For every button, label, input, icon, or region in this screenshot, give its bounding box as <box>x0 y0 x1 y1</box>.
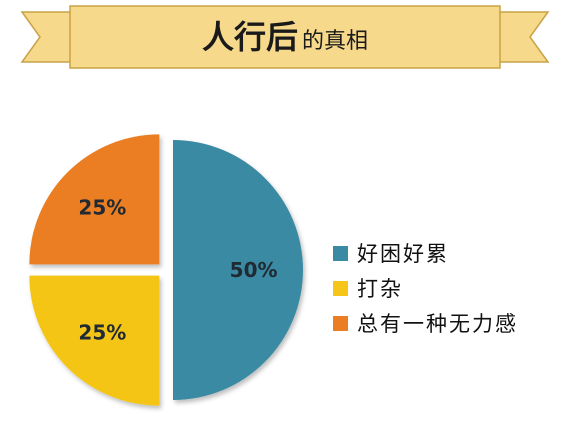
ribbon-left-tail <box>20 11 79 63</box>
legend-label-1: 打杂 <box>357 277 403 301</box>
slice-value-label-2: 25% <box>78 195 126 219</box>
chart-title-main: 人行后 <box>202 18 298 56</box>
legend-swatch-1 <box>333 281 348 296</box>
legend-swatch-0 <box>333 246 348 261</box>
pie-slices: 50% 25% 25% <box>29 134 303 406</box>
slice-value-label-1: 25% <box>78 321 126 345</box>
legend-label-2: 总有一种无力感 <box>357 312 518 336</box>
legend-swatch-2 <box>333 316 348 331</box>
slice-value-label-0: 50% <box>230 258 278 282</box>
pie-slice-2 <box>29 134 160 265</box>
title-ribbon: 人行后 的真相 <box>20 5 550 69</box>
pie-slice-0 <box>173 140 303 400</box>
ribbon-band <box>69 5 501 69</box>
pie-slice-1 <box>29 275 160 406</box>
chart-title-sub: 的真相 <box>302 29 368 54</box>
legend-label-0: 好困好累 <box>357 242 449 266</box>
